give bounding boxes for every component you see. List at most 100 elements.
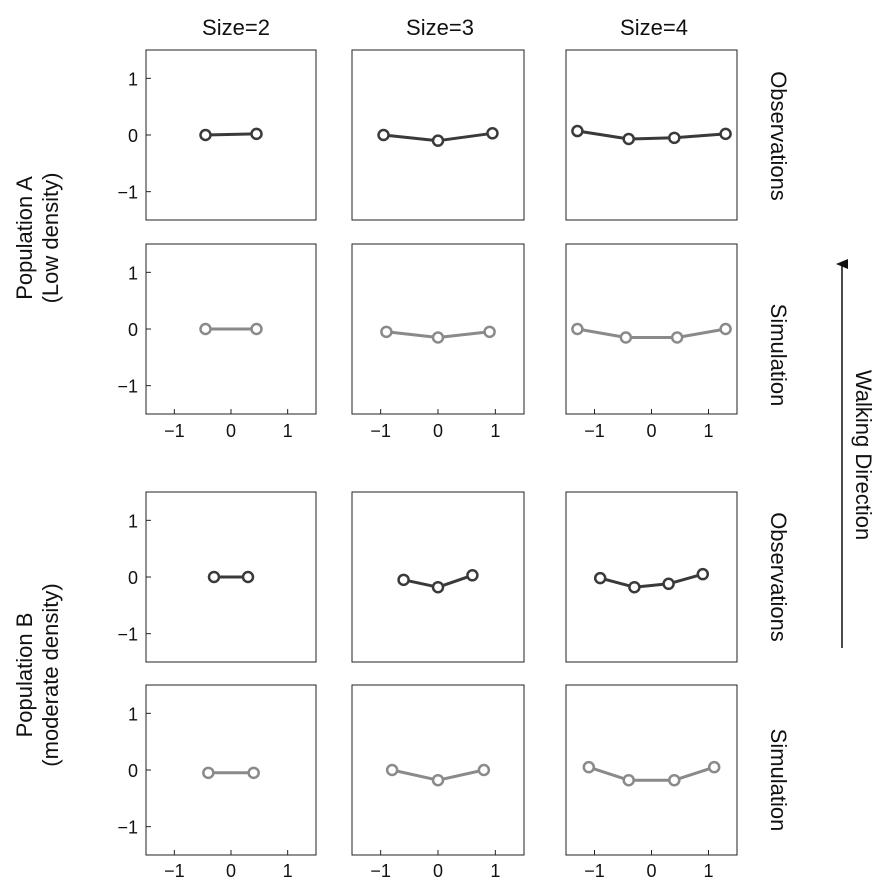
data-point [385, 763, 399, 777]
x-tick-label: 1 [490, 861, 500, 881]
series-line [599, 572, 704, 589]
panel-r2-c2: −1 0 1 [351, 243, 525, 441]
series-line [588, 765, 715, 782]
data-point [202, 766, 215, 780]
panel-r1-c1: 1 0 −1 [117, 49, 317, 221]
x-tick-label: 0 [646, 861, 656, 881]
x-tick-label: 1 [703, 861, 713, 881]
data-point [431, 331, 445, 344]
data-point [662, 577, 675, 591]
y-tick-label: 1 [128, 704, 138, 724]
panel-r3-c1: 1 0 −1 [117, 491, 317, 663]
y-tick-label: 0 [128, 320, 138, 340]
data-point [241, 570, 255, 584]
row-label-a-simulation: Simulation [766, 304, 791, 407]
data-point [571, 322, 584, 336]
data-point [619, 331, 633, 344]
x-tick-label: 0 [433, 421, 443, 441]
panel-frame [351, 49, 525, 221]
column-title-size-4: Size=4 [620, 15, 688, 40]
y-tick-label: 0 [128, 761, 138, 781]
data-point [707, 760, 721, 774]
data-point [486, 127, 499, 140]
x-tick-label: 1 [703, 421, 713, 441]
population-a-label: Population A [12, 176, 37, 300]
population-a-sublabel: (Low density) [38, 173, 63, 304]
column-title-size-3: Size=3 [406, 15, 474, 40]
data-point [380, 325, 393, 339]
y-tick-label: −1 [117, 818, 138, 838]
y-tick-label: −1 [117, 377, 138, 397]
series-line [577, 327, 726, 339]
column-title-size-2: Size=2 [202, 15, 270, 40]
panel-r1-c3 [565, 49, 738, 221]
row-label-a-observations: Observations [766, 71, 791, 201]
panel-r4-c3: −1 0 1 [565, 684, 738, 881]
panel-r4-c2: −1 0 1 [351, 684, 525, 881]
row-label-b-simulation: Simulation [766, 729, 791, 832]
panel-frame [351, 243, 525, 415]
y-tick-label: 1 [128, 511, 138, 531]
data-point [477, 763, 491, 777]
panel-frame [565, 243, 738, 415]
population-b-label: Population B [12, 613, 37, 738]
panel-frame [145, 684, 317, 856]
x-tick-label: 1 [283, 861, 293, 881]
data-point [247, 766, 260, 780]
x-tick-label: 0 [226, 861, 236, 881]
row-label-b-observations: Observations [766, 512, 791, 642]
data-point [622, 132, 635, 146]
data-point [483, 325, 496, 339]
series-line [205, 132, 257, 137]
data-point [593, 571, 607, 585]
data-point [397, 573, 410, 587]
data-point [377, 128, 390, 142]
walking-direction-label: Walking Direction [851, 370, 875, 540]
y-tick-label: −1 [117, 183, 138, 203]
data-point [668, 773, 681, 787]
data-point [207, 570, 221, 584]
data-point [466, 569, 479, 582]
data-point [199, 128, 212, 142]
data-point [571, 124, 584, 138]
data-point [582, 760, 596, 774]
x-tick-label: −1 [164, 421, 185, 441]
panel-r4-c1: 1 0 −1 −1 0 1 [117, 684, 317, 881]
data-point [250, 322, 263, 336]
x-tick-label: 0 [226, 421, 236, 441]
series-line [577, 129, 726, 141]
x-tick-label: 0 [646, 421, 656, 441]
panel-r2-c1: 1 0 −1 −1 0 1 [117, 243, 317, 441]
x-tick-label: −1 [164, 861, 185, 881]
panel-frame [351, 684, 525, 856]
data-point [431, 773, 445, 787]
panel-frame [351, 491, 525, 663]
x-tick-label: −1 [370, 421, 391, 441]
y-tick-label: 1 [128, 263, 138, 283]
data-point [622, 773, 635, 787]
y-tick-label: 0 [128, 126, 138, 146]
y-tick-label: 0 [128, 568, 138, 588]
y-tick-label: −1 [117, 625, 138, 645]
data-point [250, 127, 263, 141]
panel-r1-c2 [351, 49, 525, 221]
data-point [696, 567, 710, 581]
x-tick-label: −1 [584, 861, 605, 881]
data-point [670, 331, 684, 344]
x-tick-label: 0 [433, 861, 443, 881]
y-tick-label: 1 [128, 69, 138, 89]
panel-r2-c3: −1 0 1 [565, 243, 738, 441]
data-point [719, 322, 732, 336]
data-point [668, 131, 681, 145]
population-b-sublabel: (moderate density) [38, 583, 63, 766]
panel-r3-c3 [565, 491, 738, 663]
x-tick-label: 1 [283, 421, 293, 441]
x-tick-label: −1 [584, 421, 605, 441]
data-point [628, 580, 641, 594]
panels: 1 0 −1 1 0 −1 −1 0 1 −1 0 1 −1 0 1 1 0 −1 1 0 −1 −1 0 1 −1 0 1 −1 0 1 [117, 49, 738, 881]
data-point [431, 134, 445, 147]
panel-frame [565, 491, 738, 663]
panel-frame [565, 49, 738, 221]
data-point [199, 322, 212, 336]
